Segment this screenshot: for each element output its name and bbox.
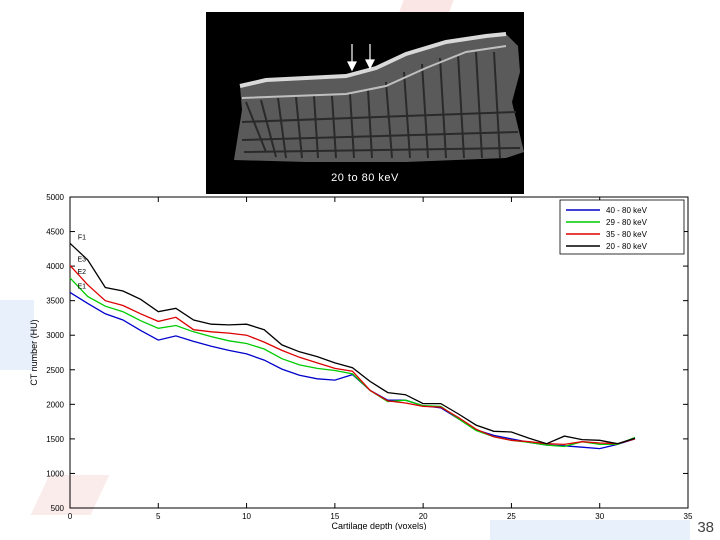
x-tick-label: 0 <box>68 512 73 521</box>
series-line <box>69 291 636 450</box>
y-tick-label: 2500 <box>46 366 64 375</box>
x-tick-label: 15 <box>330 512 339 521</box>
y-axis-label: CT number (HU) <box>29 319 39 385</box>
y-tick-label: 1000 <box>46 469 64 478</box>
series-line <box>69 264 636 446</box>
x-tick-label: 20 <box>419 512 428 521</box>
series-line <box>69 277 636 448</box>
ct-scan-picture <box>234 32 524 162</box>
legend-box <box>559 199 685 255</box>
x-axis-label: Cartilage depth (voxels) <box>331 521 426 530</box>
arrow-icon <box>365 44 375 70</box>
y-tick-label: 2000 <box>46 400 64 409</box>
x-tick-label: 30 <box>595 512 604 521</box>
y-tick-label: 1500 <box>46 435 64 444</box>
ct-cartilage-image: 20 to 80 keV <box>206 12 524 194</box>
x-tick-label: 25 <box>507 512 516 521</box>
x-tick-label: 35 <box>684 512 693 521</box>
y-tick-label: 4000 <box>46 262 64 271</box>
y-tick-label: 4500 <box>46 228 64 237</box>
curve-label: E1 <box>77 283 86 290</box>
image-caption: 20 to 80 keV <box>331 172 399 184</box>
curve-label: E3 <box>77 256 86 263</box>
x-tick-label: 5 <box>156 512 161 521</box>
page-number: 38 <box>697 519 714 536</box>
cartilage-surface <box>239 32 507 88</box>
series-line <box>69 242 636 445</box>
y-tick-label: 3500 <box>46 297 64 306</box>
trabecular-texture <box>241 51 521 159</box>
bone-specimen <box>234 34 524 162</box>
legend-label: 29 - 80 keV <box>606 218 648 227</box>
line-chart: 0 5 10 15 20 25 30 35 500 1000 1500 2000 2500 3000 350… <box>29 193 693 530</box>
curve-label: F1 <box>78 234 86 241</box>
y-tick-label: 3000 <box>46 331 64 340</box>
plot-frame <box>69 196 689 509</box>
legend-label: 35 - 80 keV <box>606 230 648 239</box>
arrow-icon <box>347 44 357 72</box>
curve-label: E2 <box>77 269 86 276</box>
y-tick-label: 5000 <box>46 193 64 202</box>
legend-label: 20 - 80 keV <box>606 242 648 251</box>
y-tick-label: 500 <box>51 504 65 513</box>
x-tick-label: 10 <box>242 512 251 521</box>
legend-label: 40 - 80 keV <box>606 206 648 215</box>
